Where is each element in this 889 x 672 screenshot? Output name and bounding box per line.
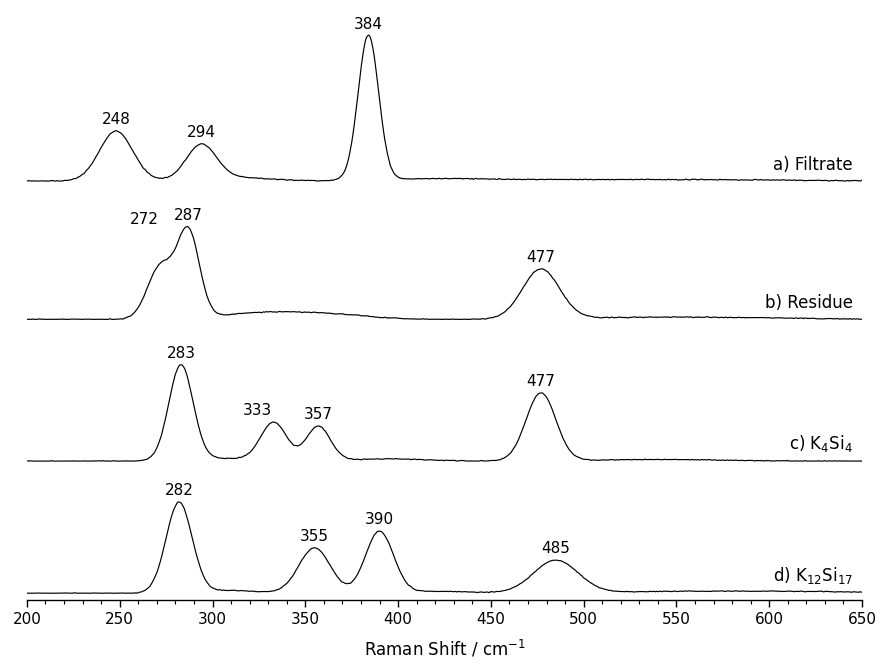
Text: a) Filtrate: a) Filtrate [773,156,853,174]
Text: 485: 485 [541,542,570,556]
Text: 282: 282 [164,483,194,498]
Text: 283: 283 [166,346,196,361]
Text: 390: 390 [365,513,394,528]
Text: 477: 477 [526,250,556,265]
Text: 294: 294 [187,125,216,140]
Text: 477: 477 [526,374,556,389]
Text: b) Residue: b) Residue [765,294,853,312]
Text: 355: 355 [300,529,329,544]
Text: 248: 248 [101,112,131,127]
Text: 384: 384 [354,17,383,32]
Text: 287: 287 [174,208,203,222]
Text: 333: 333 [243,403,272,419]
Text: 357: 357 [304,407,332,423]
Text: 272: 272 [130,212,159,227]
Text: c) K$_4$Si$_4$: c) K$_4$Si$_4$ [789,433,853,454]
X-axis label: Raman Shift / cm$^{-1}$: Raman Shift / cm$^{-1}$ [364,638,525,659]
Text: d) K$_{12}$Si$_{17}$: d) K$_{12}$Si$_{17}$ [773,565,853,586]
